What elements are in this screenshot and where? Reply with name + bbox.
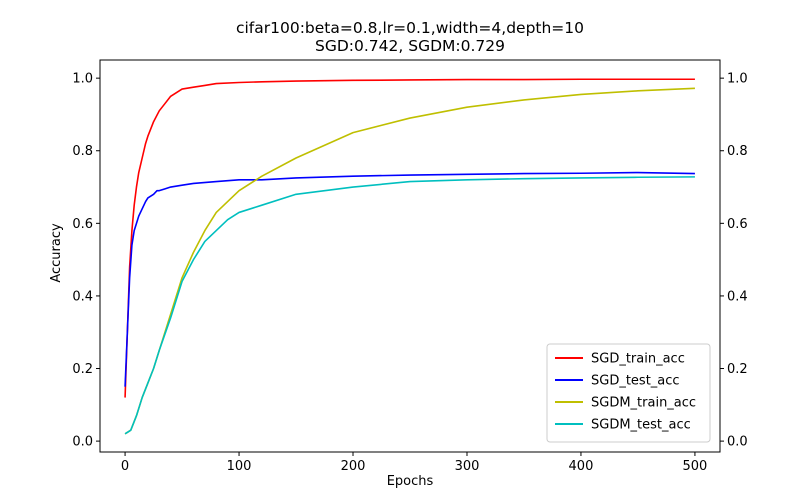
x-axis-ticks: 0 100 200 300 400 500 — [121, 452, 707, 474]
legend-label: SGD_train_acc — [591, 352, 685, 367]
series-line-3 — [124, 176, 695, 435]
y-tick-label-right: 0.8 — [727, 144, 748, 159]
x-tick-label: 200 — [341, 459, 366, 474]
y-tick-label-right: 0.4 — [727, 289, 748, 304]
legend-label: SGD_test_acc — [591, 374, 680, 389]
y-tick-label-right: 0.2 — [727, 362, 748, 377]
y-tick-label-left: 0.0 — [72, 435, 93, 450]
y-tick-label-right: 0.0 — [727, 435, 748, 450]
y-tick-label-left: 0.6 — [72, 217, 93, 232]
y-tick-label-right: 1.0 — [727, 72, 748, 87]
x-tick-label: 500 — [683, 459, 708, 474]
legend-label: SGDM_test_acc — [591, 418, 691, 433]
chart-title: cifar100:beta=0.8,lr=0.1,width=4,depth=1… — [236, 19, 584, 37]
y-axis-label: Accuracy — [49, 223, 64, 283]
x-tick-label: 100 — [227, 459, 252, 474]
chart-subtitle: SGD:0.742, SGDM:0.729 — [315, 37, 505, 55]
y-tick-label-left: 1.0 — [72, 72, 93, 87]
legend-box — [546, 343, 711, 443]
series-line-0 — [124, 78, 695, 398]
x-tick-label: 0 — [121, 459, 129, 474]
y-tick-label-left: 0.2 — [72, 362, 93, 377]
y-axis-ticks-right: 0.0 0.2 0.4 0.6 0.8 1.0 — [720, 72, 748, 450]
legend-label: SGDM_train_acc — [591, 396, 696, 411]
chart-title-group: cifar100:beta=0.8,lr=0.1,width=4,depth=1… — [236, 19, 584, 55]
legend: SGD_train_acc SGD_test_acc SGDM_train_acc S… — [546, 343, 711, 443]
series-line-1 — [124, 171, 695, 387]
y-tick-label-left: 0.8 — [72, 144, 93, 159]
x-axis-label: Epochs — [387, 474, 434, 489]
plot-frame — [99, 59, 721, 453]
y-axis-ticks-left: 0.0 0.2 0.4 0.6 0.8 1.0 — [72, 72, 100, 450]
x-tick-label: 400 — [569, 459, 594, 474]
y-tick-label-left: 0.4 — [72, 289, 93, 304]
x-tick-label: 300 — [455, 459, 480, 474]
series-lines — [124, 78, 695, 435]
y-tick-label-right: 0.6 — [727, 217, 748, 232]
